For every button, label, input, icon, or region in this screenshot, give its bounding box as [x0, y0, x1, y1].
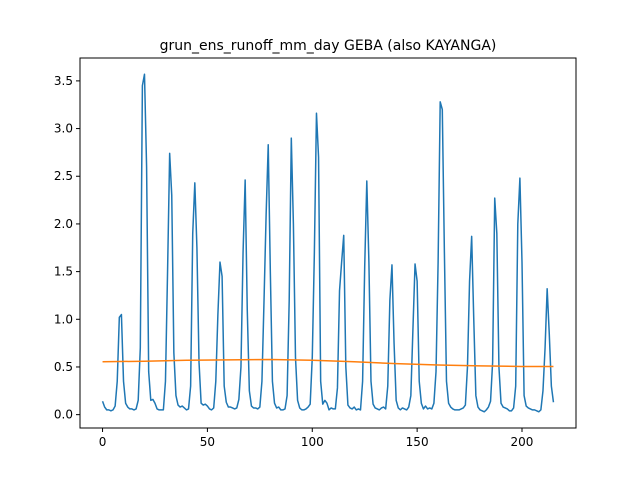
y-tick-label: 0.5 — [54, 360, 73, 374]
x-tick-label: 50 — [200, 435, 215, 449]
x-tick-label: 200 — [511, 435, 534, 449]
y-tick-label: 1.5 — [54, 265, 73, 279]
x-tick-label: 0 — [99, 435, 107, 449]
ticks-layer: 0 50 100 150 200 0.0 0.5 1.0 1.5 2.0 2.5 3.0 3.5 — [54, 74, 534, 449]
y-tick-label: 0.0 — [54, 408, 73, 422]
y-tick-label: 1.0 — [54, 312, 73, 326]
y-tick-label: 3.5 — [54, 74, 73, 88]
plot-frame — [79, 57, 577, 429]
x-tick-label: 150 — [406, 435, 429, 449]
x-tick-label: 100 — [301, 435, 324, 449]
series-line-1 — [102, 358, 554, 368]
series-layer — [101, 73, 555, 413]
chart-title: grun_ens_runoff_mm_day GEBA (also KAYANG… — [160, 38, 497, 54]
y-tick-label: 2.5 — [54, 169, 73, 183]
y-tick-label: 3.0 — [54, 122, 73, 136]
series-line-0 — [101, 73, 555, 413]
y-tick-label: 2.0 — [54, 217, 73, 231]
